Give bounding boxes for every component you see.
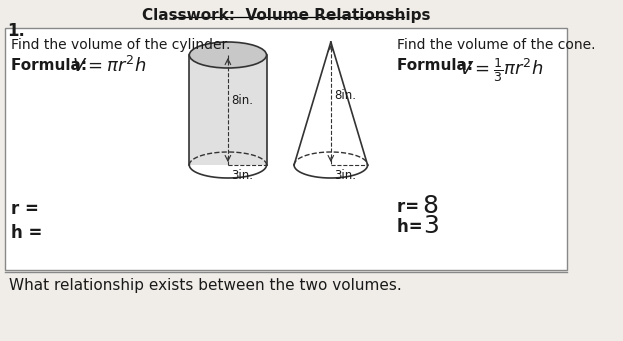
Text: What relationship exists between the two volumes.: What relationship exists between the two… — [9, 278, 402, 293]
Text: Find the volume of the cone.: Find the volume of the cone. — [397, 38, 596, 52]
Text: 8in.: 8in. — [335, 89, 356, 102]
Text: 3in.: 3in. — [335, 169, 356, 182]
Text: 1.: 1. — [7, 22, 25, 40]
Text: 3: 3 — [423, 214, 439, 238]
Text: 8in.: 8in. — [232, 93, 254, 106]
Text: Formula:: Formula: — [397, 58, 478, 73]
Text: $V=\pi r^2h$: $V=\pi r^2h$ — [72, 56, 146, 76]
Text: Classwork:  Volume Relationships: Classwork: Volume Relationships — [141, 8, 430, 23]
Text: 3in.: 3in. — [232, 169, 254, 182]
Text: r =: r = — [11, 200, 39, 218]
Text: h=: h= — [397, 218, 429, 236]
Text: 8: 8 — [423, 194, 439, 218]
Text: h =: h = — [11, 224, 42, 242]
Text: $V=\frac{1}{3}\pi r^2h$: $V=\frac{1}{3}\pi r^2h$ — [460, 56, 544, 84]
Text: r=: r= — [397, 198, 425, 216]
FancyBboxPatch shape — [189, 55, 267, 165]
Text: Find the volume of the cylinder.: Find the volume of the cylinder. — [11, 38, 231, 52]
FancyBboxPatch shape — [4, 28, 567, 270]
Ellipse shape — [189, 42, 267, 68]
Text: Formula:: Formula: — [11, 58, 92, 73]
